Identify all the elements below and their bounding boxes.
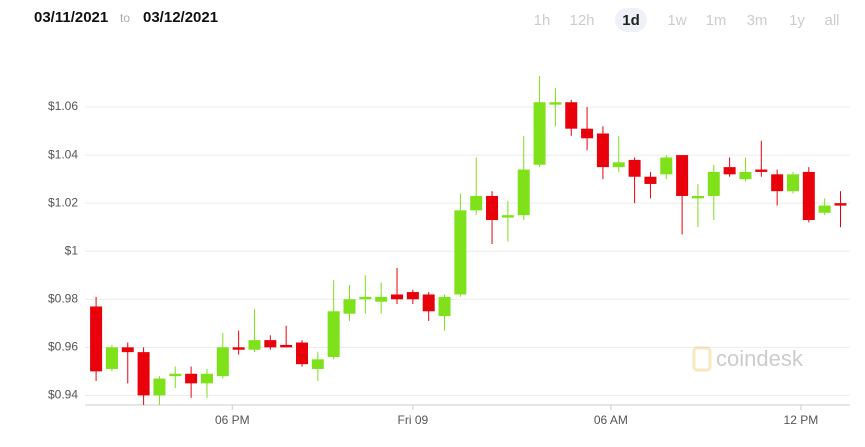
x-tick-label: 06 PM: [215, 413, 250, 427]
candle-body: [90, 306, 103, 372]
candle-body: [422, 294, 435, 312]
candle-body: [786, 174, 799, 192]
range-button[interactable]: 1m: [706, 12, 727, 29]
candle-body: [771, 174, 784, 192]
candle-body: [343, 299, 356, 314]
plot-area: $0.94 $0.96 $0.98 $1 $1.02 $1.04 $1.06 06 PM Fri…: [48, 75, 850, 427]
x-tick-label: 06 AM: [594, 413, 628, 427]
range-button[interactable]: 1h: [534, 12, 551, 29]
y-tick-label: $0.96: [48, 340, 78, 354]
candle-body: [295, 342, 308, 365]
candle-body: [628, 159, 641, 177]
candle-body: [549, 102, 562, 105]
candle-body: [676, 155, 689, 196]
candle-body: [486, 195, 499, 220]
candle-body: [153, 378, 166, 396]
y-tick-label: $1.06: [48, 99, 78, 113]
candle-body: [612, 162, 625, 168]
date-separator: to: [120, 11, 130, 25]
candle-body: [533, 102, 546, 165]
range-button[interactable]: 1d: [622, 12, 640, 29]
candle-body: [834, 203, 847, 206]
range-selector: 1h 12h 1d 1w 1m 3m 1y all: [534, 8, 840, 32]
candle-body: [216, 347, 229, 377]
candle-body: [200, 373, 213, 384]
candle-body: [327, 311, 340, 357]
candle-body: [185, 373, 198, 384]
range-active-bg: [615, 8, 647, 32]
candle-body: [121, 347, 134, 353]
candle-body: [644, 176, 657, 184]
x-tick-label: Fri 09: [398, 413, 429, 427]
candle-body: [454, 210, 467, 295]
candle-body: [375, 296, 388, 302]
candle-body: [755, 169, 768, 172]
y-tick-label: $1.04: [48, 147, 78, 161]
candle-body: [565, 102, 578, 129]
candle-body: [723, 167, 736, 175]
candle-body: [802, 171, 815, 220]
range-button[interactable]: 12h: [569, 12, 594, 29]
candle-body: [691, 195, 704, 199]
candle-body: [581, 128, 594, 139]
candle-body: [169, 373, 182, 377]
from-date[interactable]: 03/11/2021: [34, 9, 108, 26]
y-tick-label: $1: [65, 243, 79, 257]
candle-body: [359, 296, 372, 300]
candle-body: [406, 292, 419, 300]
y-tick-label: $0.94: [48, 388, 78, 402]
candle-body: [517, 169, 530, 216]
range-button[interactable]: 1w: [667, 12, 686, 29]
candle-body: [264, 340, 277, 348]
candle-body: [707, 171, 720, 196]
candle-body: [501, 215, 514, 218]
candle-body: [311, 359, 324, 369]
candle-body: [391, 294, 404, 300]
candle-body: [660, 157, 673, 175]
candle-body: [818, 205, 831, 213]
watermark: coindesk: [716, 346, 804, 371]
candle-body: [232, 347, 245, 350]
candle-body: [137, 352, 150, 396]
range-button[interactable]: 3m: [747, 12, 768, 29]
to-date[interactable]: 03/12/2021: [143, 9, 218, 26]
range-button[interactable]: all: [824, 12, 839, 29]
candle-body: [280, 344, 293, 348]
candle-body: [248, 340, 261, 350]
candle-body: [470, 195, 483, 211]
y-tick-label: $0.98: [48, 291, 78, 305]
candle-body: [596, 133, 609, 168]
x-tick-label: 12 PM: [784, 413, 819, 427]
range-button[interactable]: 1y: [789, 12, 805, 29]
watermark-logo: [692, 346, 712, 372]
candle-body: [739, 171, 752, 180]
candle-body: [105, 347, 118, 369]
candle-body: [438, 296, 451, 317]
y-tick-label: $1.02: [48, 195, 78, 209]
